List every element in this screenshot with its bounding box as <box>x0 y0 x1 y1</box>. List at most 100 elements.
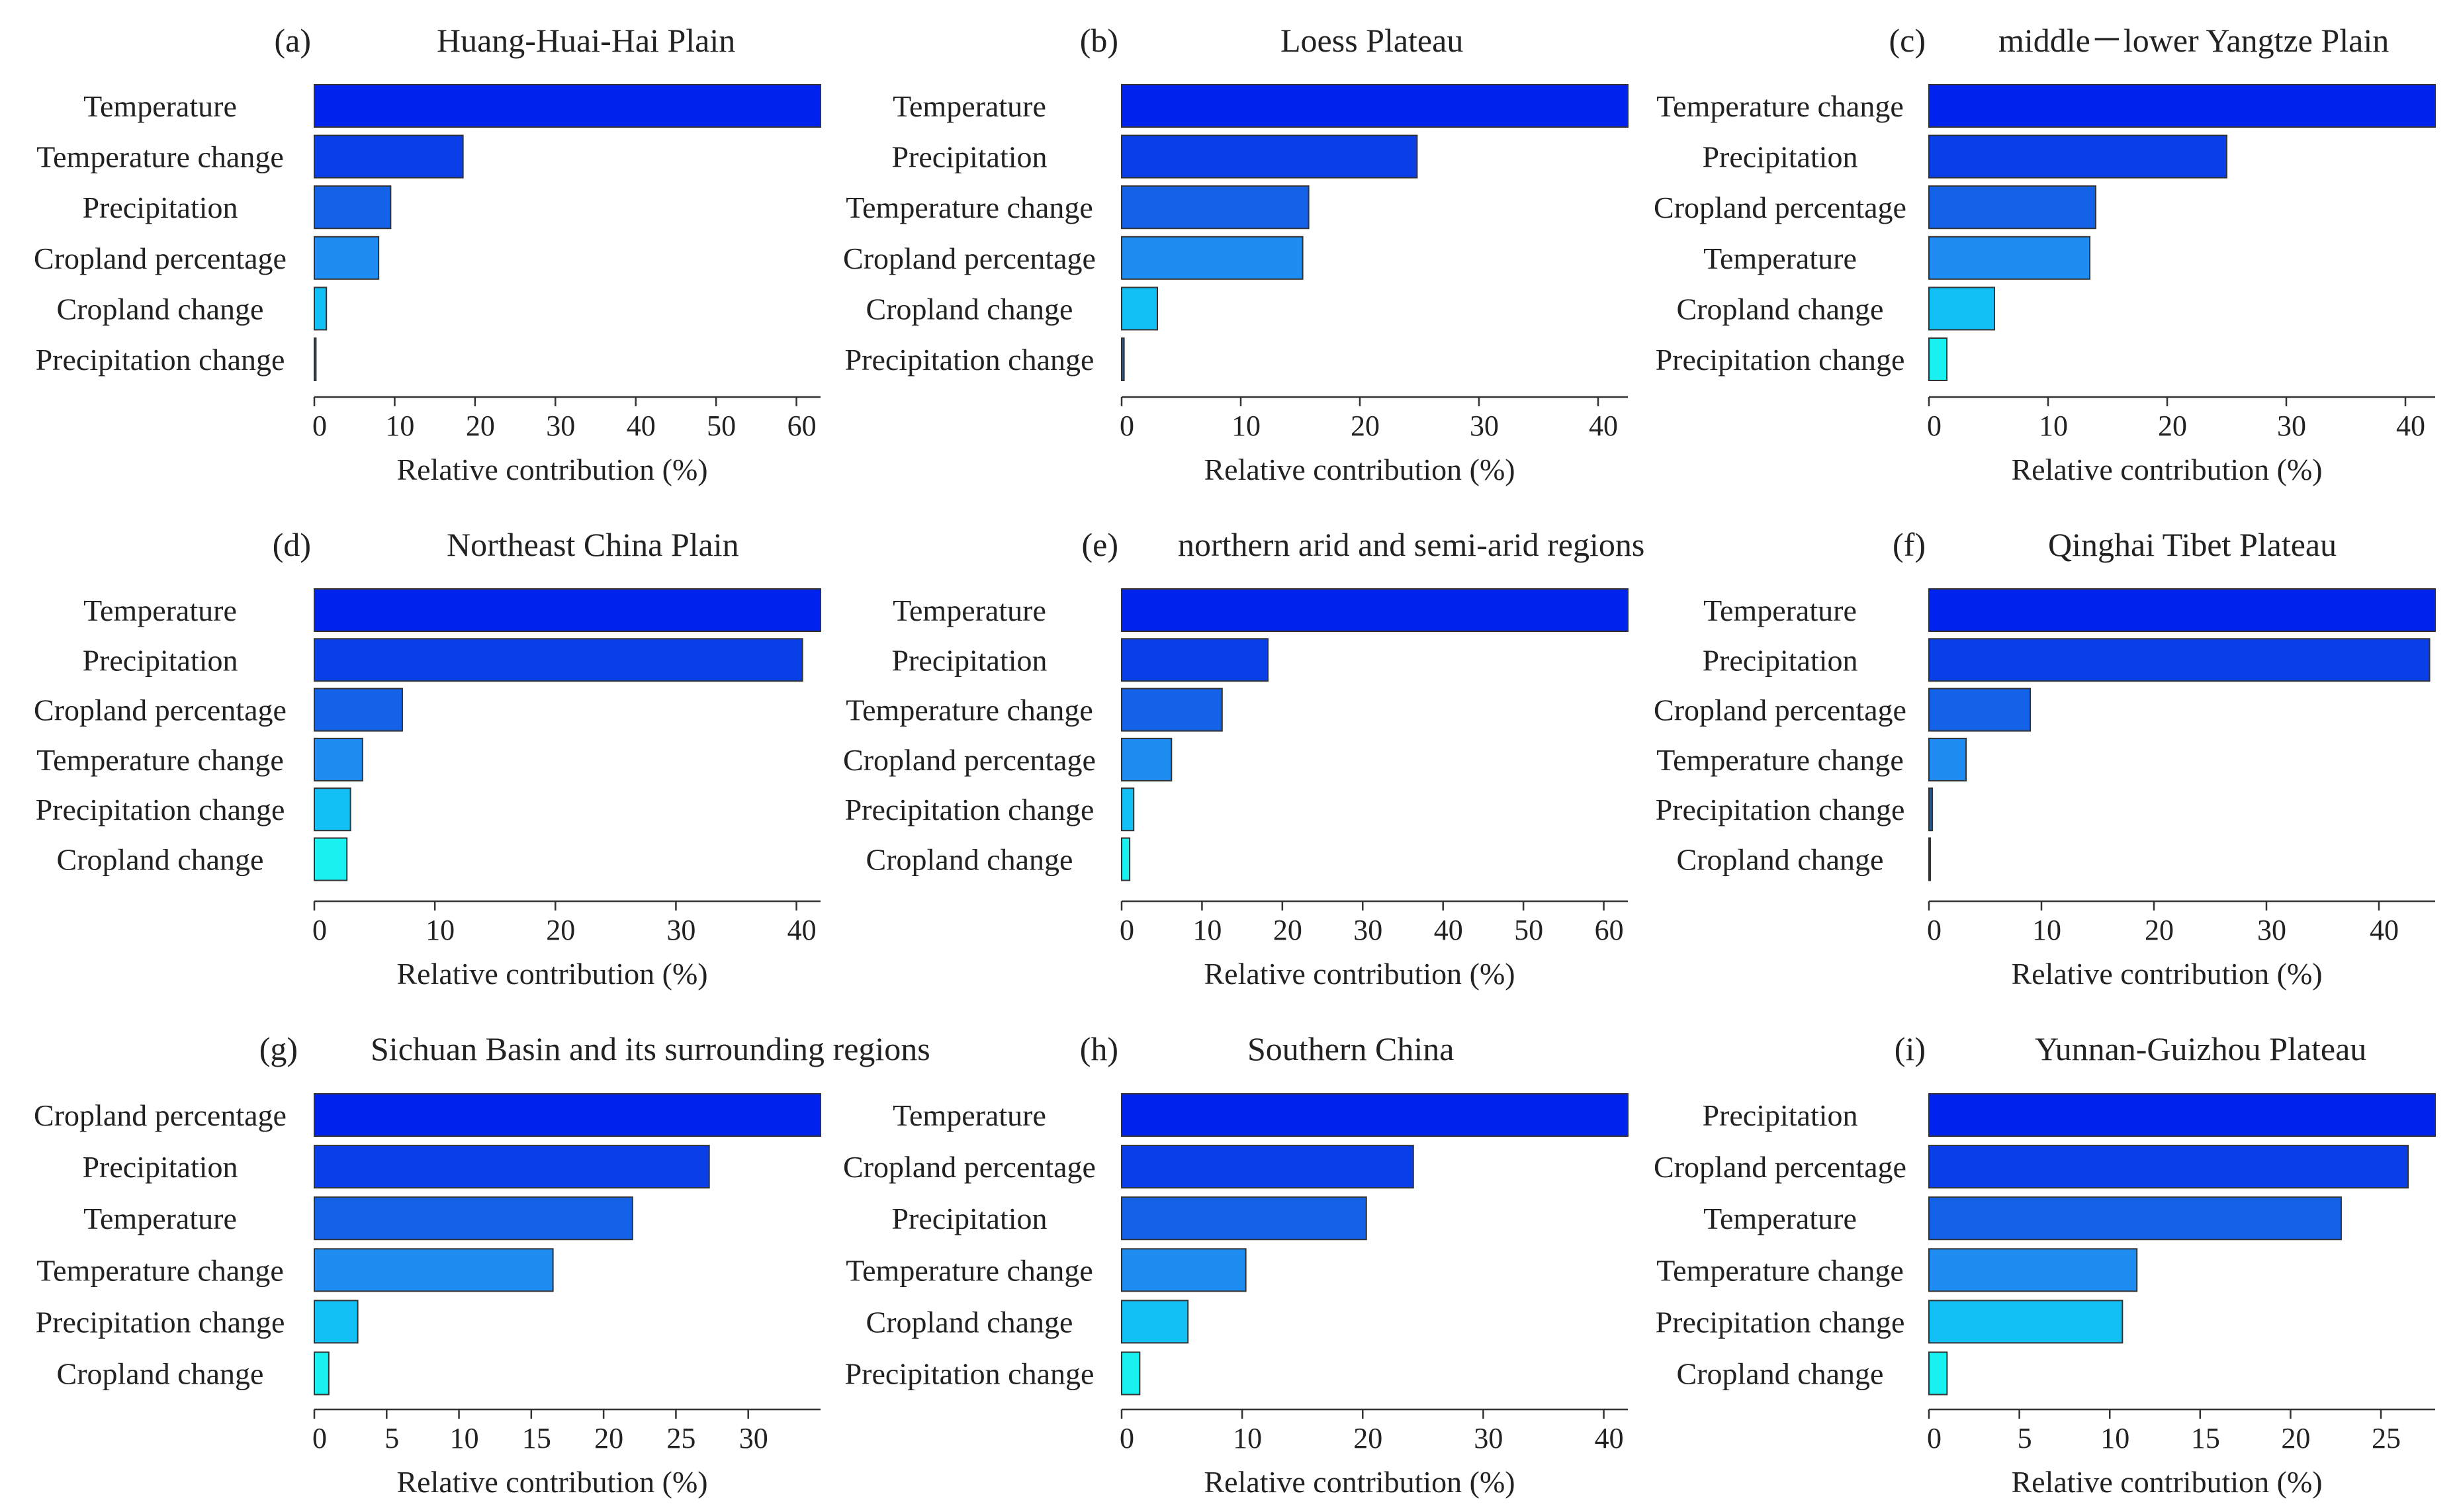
bar <box>314 1248 554 1292</box>
x-tick-label: 30 <box>666 914 695 946</box>
bar <box>1928 638 2431 682</box>
category-label: Cropland percentage <box>1654 1150 1906 1184</box>
x-tick-label: 0 <box>312 1422 327 1454</box>
bar <box>314 1145 710 1189</box>
category-label: Cropland percentage <box>843 1150 1096 1184</box>
bar <box>1121 1196 1367 1241</box>
bar <box>1121 337 1125 381</box>
bar <box>314 737 363 781</box>
x-tick-label: 25 <box>666 1422 695 1454</box>
chart-panel-h: (h) Southern China Temperature Cropland per… <box>843 1030 1629 1499</box>
category-label: Cropland percentage <box>34 693 287 727</box>
bar <box>314 287 328 331</box>
bar <box>314 337 317 381</box>
panel-title: Huang-Huai-Hai Plain <box>437 22 735 59</box>
bar <box>1121 185 1310 230</box>
x-tick-label: 10 <box>2100 1422 2129 1454</box>
category-label: Temperature <box>893 594 1046 627</box>
chart-panel-e: (e) northern arid and semi-arid regions Te… <box>843 526 1644 991</box>
category-label: Cropland change <box>57 843 264 877</box>
panel-letter: (a) <box>275 22 312 59</box>
bar <box>1928 688 2031 732</box>
panel-title: Yunnan-Guizhou Plateau <box>2035 1030 2366 1067</box>
category-label: Cropland percentage <box>1654 693 1906 727</box>
x-tick-label: 40 <box>2370 914 2399 946</box>
chart-panel-a: (a) Huang-Huai-Hai Plain Temperature Temper… <box>34 22 821 486</box>
bar <box>314 588 821 632</box>
x-tick-label: 0 <box>1927 914 1942 946</box>
bar <box>1121 84 1629 128</box>
bar <box>1928 185 2096 230</box>
x-tick-label: 15 <box>522 1422 551 1454</box>
x-tick-label: 30 <box>1353 914 1382 946</box>
x-tick-label: 30 <box>1474 1422 1503 1454</box>
x-tick-label: 30 <box>739 1422 768 1454</box>
category-label: Temperature <box>1703 242 1857 275</box>
bar <box>1121 1351 1141 1396</box>
x-tick-label: 20 <box>2281 1422 2310 1454</box>
category-label: Temperature change <box>1656 743 1904 777</box>
x-tick-label: 10 <box>425 914 455 946</box>
category-label: Cropland change <box>57 1357 264 1391</box>
panel-title: Loess Plateau <box>1280 22 1463 59</box>
bar <box>1928 1093 2436 1137</box>
category-label: Precipitation <box>1702 1098 1857 1132</box>
panel-letter: (i) <box>1895 1030 1926 1067</box>
category-label: Precipitation change <box>845 343 1095 377</box>
bar <box>314 1093 821 1137</box>
x-tick-label: 20 <box>594 1422 623 1454</box>
category-label: Precipitation change <box>845 1357 1095 1391</box>
bar <box>1928 287 1995 331</box>
bar <box>1928 1351 1948 1396</box>
category-label: Temperature <box>893 89 1046 123</box>
panel-title: Southern China <box>1247 1030 1454 1067</box>
x-tick-label: 40 <box>1589 410 1618 442</box>
bar <box>1121 236 1304 280</box>
category-label: Temperature change <box>1656 89 1904 123</box>
panel-letter: (f) <box>1893 526 1926 563</box>
x-tick-label: 30 <box>2257 914 2286 946</box>
x-tick-label: 0 <box>1120 914 1134 946</box>
category-label: Precipitation <box>891 1202 1047 1235</box>
x-tick-label: 40 <box>627 410 656 442</box>
x-tick-label: 10 <box>1192 914 1222 946</box>
panel-letter: (h) <box>1080 1030 1118 1067</box>
x-axis-title: Relative contribution (%) <box>1204 453 1515 486</box>
x-tick-label: 0 <box>1927 410 1942 442</box>
category-label: Precipitation change <box>36 1305 285 1339</box>
bar <box>1121 134 1418 179</box>
bar <box>1928 787 1934 832</box>
x-axis-title: Relative contribution (%) <box>1204 1465 1515 1499</box>
bar <box>1121 1300 1189 1344</box>
x-tick-label: 0 <box>1120 410 1134 442</box>
x-tick-label: 50 <box>1514 914 1543 946</box>
category-label: Precipitation change <box>845 793 1095 826</box>
bar <box>314 638 803 682</box>
bar <box>1928 134 2227 179</box>
panel-letter: (d) <box>273 526 311 563</box>
x-tick-label: 20 <box>1273 914 1302 946</box>
x-tick-label: 20 <box>466 410 495 442</box>
category-label: Precipitation <box>1702 643 1857 677</box>
panel-title: Northeast China Plain <box>447 526 739 563</box>
bar <box>314 185 392 230</box>
category-label: Temperature change <box>36 140 284 174</box>
panel-letter: (g) <box>259 1030 298 1067</box>
category-label: Precipitation <box>891 140 1047 174</box>
category-label: Precipitation <box>82 643 238 677</box>
category-label: Cropland percentage <box>1654 191 1906 224</box>
x-tick-label: 0 <box>312 410 327 442</box>
x-tick-label: 30 <box>546 410 575 442</box>
category-label: Cropland change <box>1677 292 1884 326</box>
x-tick-label: 10 <box>1231 410 1261 442</box>
x-tick-label: 40 <box>1595 1422 1624 1454</box>
category-label: Precipitation change <box>1656 343 1905 377</box>
panel-letter: (e) <box>1082 526 1119 563</box>
x-tick-label: 20 <box>2145 914 2174 946</box>
bar <box>1928 588 2436 632</box>
bar <box>314 1351 330 1396</box>
bar <box>1121 1248 1247 1292</box>
bar <box>1121 737 1173 781</box>
category-label: Precipitation change <box>1656 793 1905 826</box>
x-tick-label: 50 <box>707 410 736 442</box>
